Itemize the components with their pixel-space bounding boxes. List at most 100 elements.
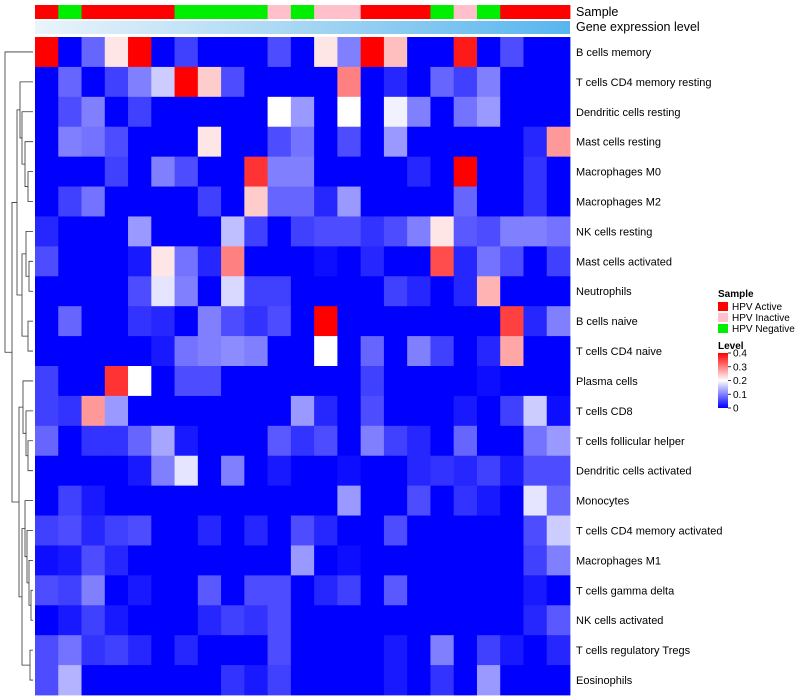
heatmap-cell	[453, 635, 478, 666]
heatmap-cell	[523, 66, 548, 98]
heatmap-cell	[221, 306, 245, 337]
sample-annotation-cell	[104, 5, 129, 19]
heatmap-cell	[314, 246, 338, 277]
heatmap-cell	[104, 336, 129, 367]
heatmap-cell	[197, 515, 222, 546]
heatmap-cell	[81, 306, 106, 337]
heatmap-cell	[244, 635, 269, 666]
heatmap-cell	[81, 455, 106, 487]
dendrogram-branch	[30, 589, 33, 621]
heatmap-cell	[290, 665, 315, 696]
heatmap-cell	[151, 336, 175, 367]
heatmap-cell	[128, 276, 152, 307]
legend-swatch-hpv-inactive	[718, 313, 728, 322]
heatmap-cells	[35, 37, 571, 696]
heatmap-cell	[383, 395, 408, 427]
heatmap-cell	[104, 126, 129, 158]
heatmap-cell	[35, 66, 59, 98]
heatmap-cell	[407, 545, 431, 576]
heatmap-cell	[360, 336, 385, 367]
heatmap-cell	[430, 605, 455, 636]
heatmap-cell	[383, 455, 408, 487]
row-label: T cells follicular helper	[576, 436, 685, 448]
heatmap-cell	[476, 575, 501, 606]
heatmap-cell	[221, 126, 245, 158]
heatmap-cell	[360, 276, 385, 307]
row-label: Plasma cells	[576, 376, 638, 388]
heatmap-cell	[546, 37, 571, 68]
heatmap-cell	[128, 216, 152, 247]
row-label: Monocytes	[576, 496, 630, 508]
heatmap-cell	[500, 126, 524, 158]
legend-level-title: Level	[718, 341, 744, 352]
heatmap-cell	[407, 66, 431, 98]
heatmap-cell	[58, 485, 82, 516]
heatmap-cell	[383, 545, 408, 576]
heatmap-cell	[407, 96, 431, 128]
heatmap-cell	[221, 246, 245, 277]
dendrogram-branch	[28, 260, 33, 292]
legend: Sample HPV Active HPV Inactive HPV Negat…	[718, 289, 795, 415]
heatmap-cell	[128, 306, 152, 337]
heatmap-cell	[337, 395, 362, 427]
dendrogram-branch	[29, 649, 33, 681]
heatmap-cell	[523, 605, 548, 636]
heatmap-cell	[174, 366, 199, 397]
heatmap-cell	[244, 395, 269, 427]
row-label: NK cells activated	[576, 615, 663, 627]
heatmap-cell	[500, 246, 524, 277]
heatmap-cell	[314, 605, 338, 636]
heatmap-cell	[267, 96, 292, 128]
dendrogram-branch	[11, 202, 19, 503]
heatmap-cell	[430, 635, 455, 666]
heatmap-cell	[523, 635, 548, 666]
heatmap-cell	[58, 186, 82, 217]
heatmap-cell	[500, 96, 524, 128]
row-labels: B cells memory T cells CD4 memory resting…	[576, 47, 723, 687]
heatmap-cell	[290, 425, 315, 457]
heatmap-cell	[35, 156, 59, 187]
heatmap-cell	[383, 126, 408, 158]
heatmap-cell	[453, 575, 478, 606]
heatmap-cell	[151, 366, 175, 397]
heatmap-cell	[546, 395, 571, 427]
heatmap-cell	[546, 96, 571, 128]
heatmap-cell	[430, 395, 455, 427]
row-label: Dendritic cells activated	[576, 466, 692, 478]
heatmap-cell	[290, 216, 315, 247]
heatmap-cell	[221, 276, 245, 307]
annotation-bars	[35, 5, 571, 34]
heatmap-cell	[523, 366, 548, 397]
heatmap-cell	[244, 37, 269, 68]
sample-annotation-cell	[500, 5, 524, 19]
heatmap-cell	[221, 395, 245, 427]
dendrogram-branch	[27, 171, 33, 202]
heatmap-cell	[58, 66, 82, 98]
heatmap-cell	[290, 306, 315, 337]
heatmap-cell	[221, 156, 245, 187]
heatmap-cell	[174, 545, 199, 576]
heatmap-cell	[151, 66, 175, 98]
heatmap-cell	[453, 425, 478, 457]
heatmap-cell	[523, 425, 548, 457]
legend-label-hpv-inactive: HPV Inactive	[732, 313, 790, 324]
row-label: Mast cells activated	[576, 256, 672, 268]
heatmap-cell	[546, 306, 571, 337]
row-label: B cells memory	[576, 47, 652, 59]
heatmap-cell	[104, 395, 129, 427]
row-label: Macrophages M0	[576, 167, 661, 179]
row-label: B cells naive	[576, 316, 638, 328]
heatmap-cell	[523, 485, 548, 516]
heatmap-cell	[290, 336, 315, 367]
heatmap-cell	[128, 366, 152, 397]
heatmap-cell	[546, 66, 571, 98]
heatmap-cell	[244, 156, 269, 187]
heatmap-cell	[267, 156, 292, 187]
heatmap-cell	[476, 395, 501, 427]
heatmap-cell	[221, 665, 245, 696]
heatmap-cell	[128, 575, 152, 606]
heatmap-cell	[104, 186, 129, 217]
heatmap-cell	[151, 395, 175, 427]
heatmap-cell	[337, 665, 362, 696]
heatmap-cell	[360, 186, 385, 217]
